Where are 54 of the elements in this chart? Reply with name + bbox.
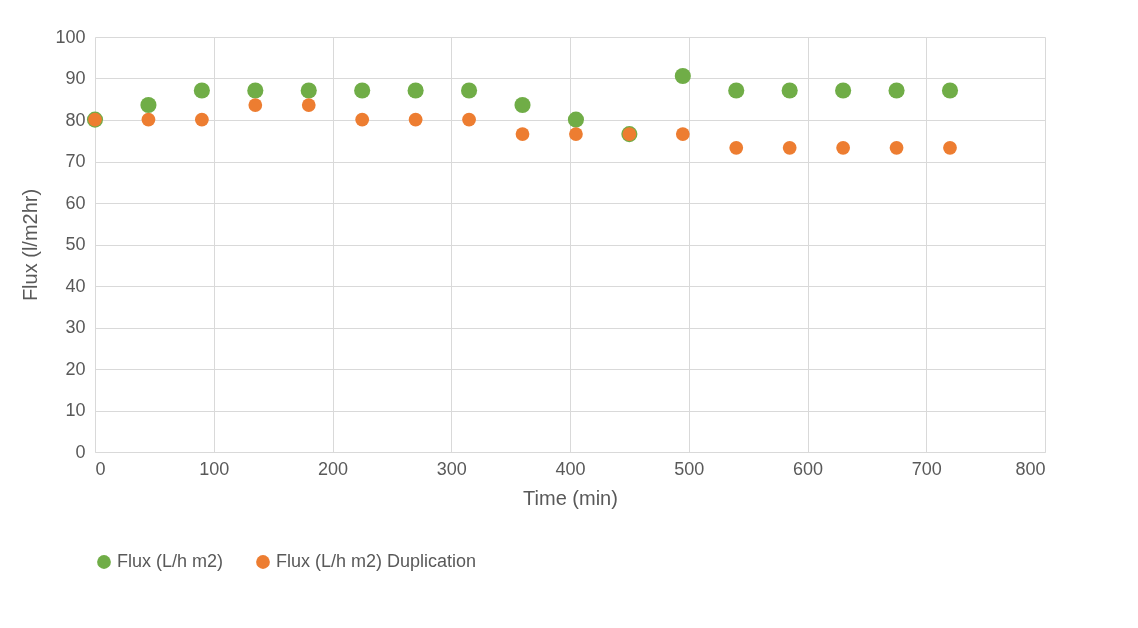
point: [247, 82, 264, 99]
y-tick-label: 40: [65, 275, 86, 296]
x-tick-label: 300: [436, 458, 467, 479]
point: [462, 112, 476, 127]
point: [567, 111, 584, 128]
x-tick-label: 400: [555, 458, 586, 479]
y-tick-label: 10: [65, 400, 86, 420]
x-tick-label: 600: [792, 458, 824, 479]
legend-label: Flux (L/h m2) Duplication: [276, 551, 477, 571]
y-tick-label: 30: [65, 317, 86, 337]
x-tick-label: 200: [317, 458, 349, 479]
point: [782, 140, 797, 155]
point: [781, 82, 798, 99]
point: [569, 127, 583, 141]
point: [355, 112, 370, 127]
point: [728, 82, 745, 99]
point: [407, 82, 424, 99]
y-tick-label: 60: [65, 192, 86, 213]
x-tick-label: 0: [95, 458, 106, 479]
y-tick-label: 20: [65, 358, 86, 379]
point: [674, 67, 691, 85]
y-tick-label: 50: [65, 234, 86, 254]
y-tick-label: 70: [65, 151, 86, 171]
y-tick-label: 80: [65, 109, 86, 130]
point: [461, 82, 478, 99]
point: [301, 98, 316, 112]
point: [514, 97, 531, 114]
x-tick-label: 500: [674, 458, 705, 479]
point: [248, 98, 263, 112]
point: [888, 82, 905, 99]
point: [408, 112, 423, 127]
y-tick-label: 100: [55, 26, 86, 47]
x-tick-label: 700: [911, 458, 942, 479]
legend-label: Flux (L/h m2): [117, 551, 224, 571]
point: [836, 140, 851, 155]
point: [141, 112, 156, 127]
point: [889, 140, 904, 155]
point: [354, 82, 371, 99]
point: [193, 82, 210, 99]
point: [515, 127, 530, 141]
point: [140, 97, 157, 114]
point: [943, 140, 957, 155]
point: [300, 82, 317, 99]
x-axis-title: Time (min): [523, 486, 618, 509]
y-axis-title: Flux (l/m2hr): [19, 188, 42, 302]
y-tick-label: 0: [75, 441, 86, 462]
point: [941, 82, 959, 99]
point: [835, 82, 852, 99]
x-tick-label: 800: [1015, 458, 1046, 479]
point: [675, 127, 690, 141]
point: [729, 140, 744, 155]
point: [194, 112, 209, 127]
y-tick-label: 90: [65, 68, 86, 88]
x-tick-label: 100: [199, 458, 230, 479]
